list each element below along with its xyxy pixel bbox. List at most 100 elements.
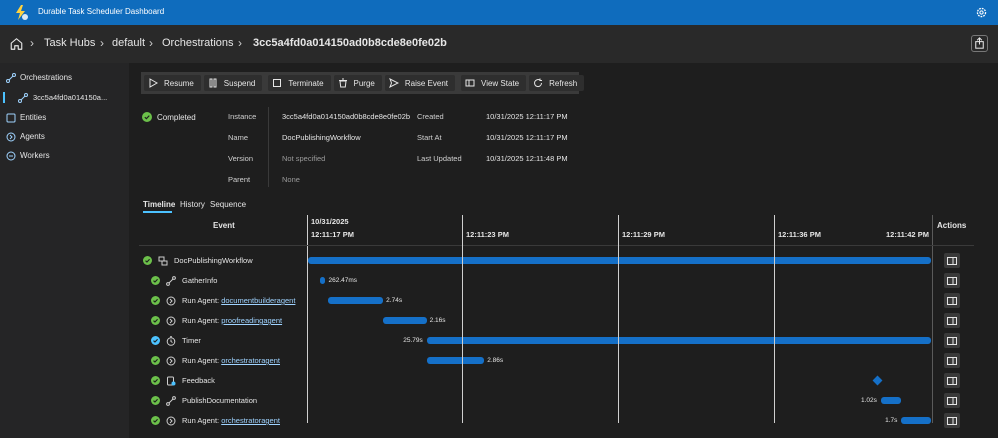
duration-bar[interactable]: [383, 317, 427, 324]
view-details-button[interactable]: [944, 293, 960, 308]
agent-icon: [166, 356, 176, 366]
agent-link[interactable]: proofreadingagent: [221, 316, 283, 325]
sidebar-item-agents[interactable]: Agents: [0, 128, 129, 146]
resume-button[interactable]: Resume: [144, 75, 201, 91]
tab-sequence[interactable]: Sequence: [210, 200, 247, 209]
check-circle-icon: [151, 296, 160, 305]
sidebar-item-orchestrations[interactable]: Orchestrations: [0, 69, 129, 87]
timeline-header-divider: [139, 245, 974, 246]
instance-value: 3cc5a4fd0a014150ad0b8cde8e0fe02b: [282, 112, 411, 121]
check-circle-icon: [142, 112, 152, 122]
check-circle-icon: [151, 416, 160, 425]
last-updated-value: 10/31/2025 12:11:48 PM: [486, 154, 568, 163]
status-label: Completed: [157, 112, 196, 122]
view-state-label: View State: [481, 78, 520, 88]
agent-icon: [166, 316, 176, 326]
details-divider: [268, 107, 269, 187]
view-details-button[interactable]: [944, 373, 960, 388]
panel-icon: [947, 396, 957, 405]
breadcrumb-task-hubs[interactable]: Task Hubs: [44, 37, 96, 49]
view-details-button[interactable]: [944, 413, 960, 428]
panel-icon: [947, 296, 957, 305]
timer-icon: [166, 336, 176, 346]
version-label: Version: [228, 154, 254, 163]
gear-icon[interactable]: [975, 6, 988, 19]
orchestration-icon: [6, 73, 16, 83]
event-marker: [872, 375, 883, 386]
duration-label: 2.16s: [429, 317, 446, 324]
breadcrumb-orchestrations[interactable]: Orchestrations: [162, 37, 234, 49]
breadcrumb: › Task Hubs › default › Orchestrations ›…: [0, 25, 998, 63]
panel-icon: [947, 256, 957, 265]
duration-bar[interactable]: [426, 337, 932, 344]
terminate-button[interactable]: Terminate: [268, 75, 331, 91]
gridline: [774, 215, 775, 423]
refresh-label: Refresh: [549, 78, 578, 88]
timeline-row: Run Agent: documentbuilderagent 2.74s: [139, 292, 974, 312]
duration-bar[interactable]: [426, 357, 485, 364]
view-details-button[interactable]: [944, 313, 960, 328]
event-name: DocPublishingWorkflow: [174, 256, 253, 265]
status-badge: Completed: [142, 112, 196, 122]
timer-status-icon: [151, 336, 160, 345]
panel-icon: [947, 356, 957, 365]
start-at-label: Start At: [417, 133, 442, 142]
name-label: Name: [228, 133, 249, 142]
sidebar-item-instance[interactable]: 3cc5a4fd0a014150a...: [0, 89, 129, 107]
view-details-button[interactable]: [944, 393, 960, 408]
sidebar-item-entities[interactable]: Entities: [0, 109, 129, 127]
duration-label: 1.7s: [885, 417, 898, 424]
duration-bar[interactable]: [880, 397, 902, 404]
name-value: DocPublishingWorkflow: [282, 133, 361, 142]
duration-bar[interactable]: [308, 257, 932, 264]
send-icon: [388, 78, 399, 88]
view-details-button[interactable]: [944, 333, 960, 348]
actions-divider: [932, 215, 933, 423]
purge-button[interactable]: Purge: [333, 75, 382, 91]
view-details-button[interactable]: [944, 273, 960, 288]
duration-bar[interactable]: [901, 417, 932, 424]
duration-bar[interactable]: [320, 277, 326, 284]
home-icon[interactable]: [9, 37, 24, 51]
chevron-right-icon: ›: [30, 36, 34, 50]
tab-history[interactable]: History: [180, 200, 205, 209]
agent-link[interactable]: documentbuilderagent: [221, 296, 296, 305]
event-name: Timer: [182, 336, 201, 345]
share-button[interactable]: [971, 35, 988, 52]
panel-icon: [947, 316, 957, 325]
raise-event-button[interactable]: Raise Event: [384, 75, 456, 91]
panel-icon: [947, 336, 957, 345]
view-state-button[interactable]: View State: [461, 75, 527, 91]
agent-link[interactable]: orchestratoragent: [221, 356, 280, 365]
view-details-button[interactable]: [944, 353, 960, 368]
duration-label: 262.47ms: [328, 277, 358, 284]
play-icon: [149, 78, 158, 88]
timeline-row: Run Agent: proofreadingagent 2.16s: [139, 312, 974, 332]
last-updated-label: Last Updated: [417, 154, 462, 163]
sidebar-item-label: Agents: [20, 132, 45, 141]
view-details-button[interactable]: [944, 253, 960, 268]
orchestration-icon: [18, 93, 28, 103]
tab-timeline[interactable]: Timeline: [143, 200, 176, 209]
agent-link[interactable]: orchestratoragent: [221, 416, 280, 425]
panel-icon: [465, 79, 475, 87]
active-indicator: [3, 92, 5, 103]
tick-label: 12:11:29 PM: [622, 230, 665, 239]
app-title: Durable Task Scheduler Dashboard: [38, 7, 165, 16]
breadcrumb-default[interactable]: default: [112, 37, 146, 49]
sidebar-item-workers[interactable]: Workers: [0, 147, 129, 165]
timeline-row: Run Agent: orchestratoragent 2.86s: [139, 352, 974, 372]
trash-icon: [338, 78, 347, 88]
agent-icon: [166, 296, 176, 306]
duration-bar[interactable]: [328, 297, 384, 304]
stop-icon: [273, 79, 282, 87]
tick-label: 12:11:42 PM: [886, 230, 929, 239]
pause-icon: [209, 78, 217, 88]
timeline-date: 10/31/2025: [311, 217, 349, 226]
duration-label: 25.79s: [403, 337, 423, 344]
sidebar-item-label: Orchestrations: [20, 73, 73, 82]
refresh-button[interactable]: Refresh: [529, 75, 585, 91]
chevron-right-icon: ›: [238, 36, 242, 50]
suspend-button[interactable]: Suspend: [203, 75, 263, 91]
event-name: PublishDocumentation: [182, 396, 258, 405]
